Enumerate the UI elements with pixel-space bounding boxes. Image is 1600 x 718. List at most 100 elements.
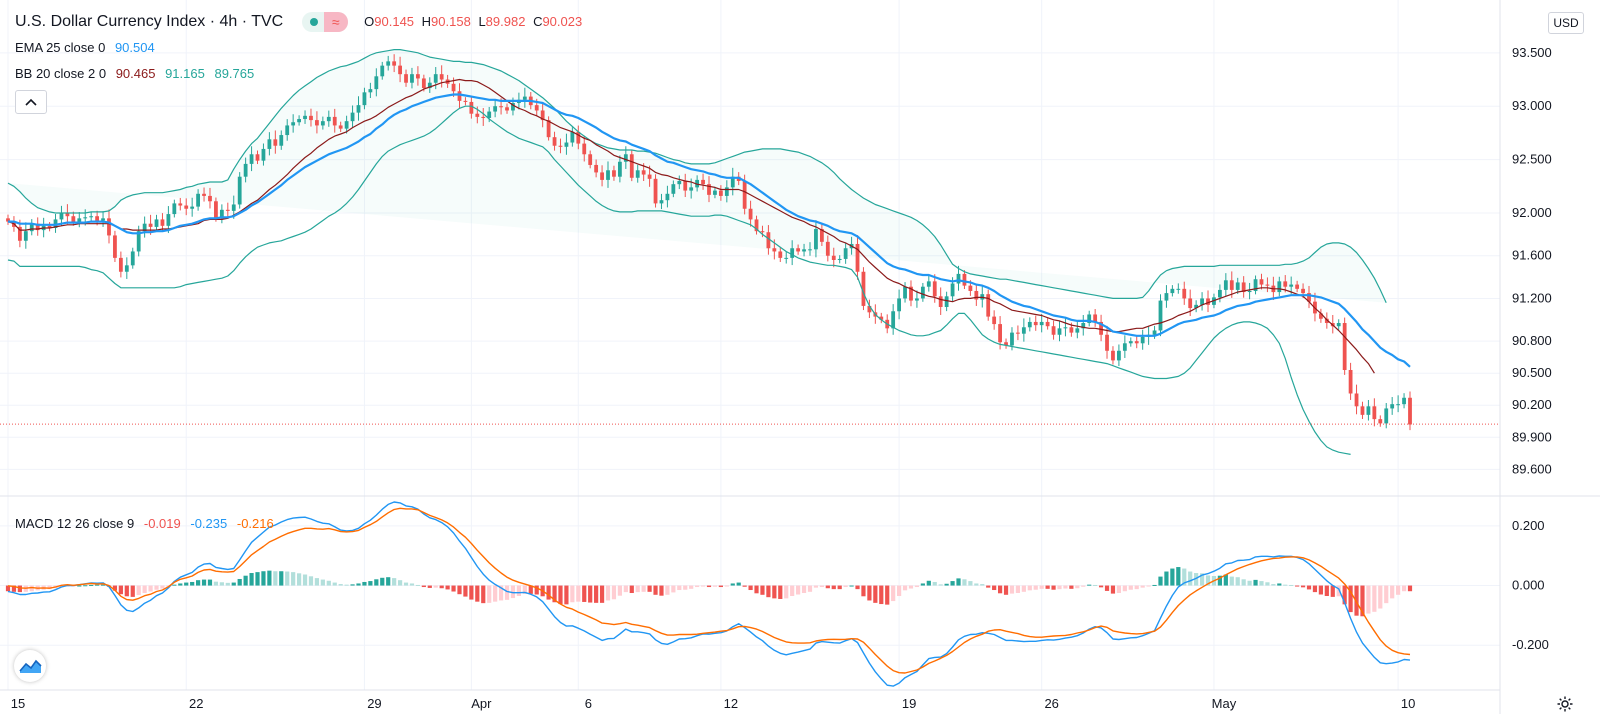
- macd-hist-bar: [255, 572, 260, 586]
- macd-hist-bar: [831, 585, 836, 590]
- macd-hist-bar: [136, 585, 141, 596]
- candle-body: [671, 184, 676, 194]
- macd-hist-bar: [974, 583, 979, 586]
- macd-hist-bar: [629, 585, 634, 594]
- candle-body: [285, 125, 290, 136]
- price-tick-label: 92.000: [1512, 205, 1552, 220]
- macd-hist-bar: [249, 573, 254, 586]
- macd-hist-bar: [677, 585, 682, 591]
- macd-hist-bar: [695, 585, 700, 588]
- macd-hist-bar: [623, 585, 628, 593]
- macd-hist-bar: [1015, 585, 1021, 594]
- macd-hist-bar: [29, 585, 34, 592]
- candle-body: [469, 101, 474, 114]
- candle-body: [1241, 282, 1246, 293]
- macd-hist-bar: [706, 585, 712, 588]
- time-tick-label: 22: [189, 696, 203, 711]
- tradingview-logo-icon[interactable]: [14, 650, 46, 682]
- candle-body: [796, 248, 801, 252]
- time-tick-label: 26: [1044, 696, 1058, 711]
- gear-icon[interactable]: [1556, 695, 1574, 713]
- ema-label[interactable]: EMA 25 close 0: [15, 40, 106, 55]
- candle-body: [1081, 323, 1086, 329]
- macd-hist-bar: [962, 579, 967, 586]
- market-status-pill[interactable]: ≈: [301, 12, 348, 32]
- time-tick-label: 29: [367, 696, 381, 711]
- macd-hist-bar: [1259, 581, 1264, 586]
- macd-hist-bar: [1401, 585, 1407, 592]
- candle-body: [124, 265, 129, 272]
- macd-hist-bar: [243, 575, 248, 586]
- candle-body: [101, 218, 105, 221]
- macd-hist-bar: [1057, 585, 1062, 590]
- macd-hist-bar: [261, 571, 266, 586]
- candle-body: [433, 74, 438, 83]
- macd-hist-bar: [534, 585, 539, 595]
- bb-label[interactable]: BB 20 close 2 0: [15, 66, 107, 81]
- macd-hist-bar: [1194, 573, 1199, 586]
- candle-body: [1010, 332, 1014, 346]
- candle-body: [944, 296, 949, 307]
- candle-body: [59, 213, 64, 220]
- macd-hist-bar: [100, 584, 106, 586]
- macd-hist-bar: [332, 582, 337, 586]
- candle-body: [1318, 313, 1323, 319]
- macd-hist-bar: [291, 572, 296, 586]
- candle-body: [1004, 342, 1008, 346]
- candle-body: [903, 286, 907, 299]
- macd-hist-bar: [1033, 585, 1038, 590]
- macd-hist-bar: [196, 580, 201, 586]
- macd-label[interactable]: MACD 12 26 close 9: [15, 516, 135, 531]
- candle-body: [315, 120, 319, 126]
- macd-hist-bar: [1098, 585, 1104, 588]
- macd-hist-bar: [754, 585, 759, 594]
- candle-body: [766, 232, 771, 249]
- candle-body: [107, 218, 111, 236]
- candle-body: [1170, 288, 1175, 294]
- candle-body: [148, 223, 153, 227]
- candle-body: [178, 203, 183, 206]
- macd-hist-bar: [724, 585, 729, 587]
- macd-hist-bar: [1104, 585, 1110, 591]
- candle-body: [398, 65, 402, 75]
- macd-hist-bar: [190, 581, 195, 586]
- collapse-legend-button[interactable]: [15, 90, 47, 114]
- candle-body: [861, 271, 866, 306]
- macd-hist-bar: [1051, 585, 1056, 590]
- macd-hist-bar: [380, 577, 385, 586]
- time-tick-label: 15: [11, 696, 25, 711]
- candle-body: [356, 105, 361, 113]
- macd-hist-bar: [207, 579, 213, 586]
- candle-body: [487, 111, 492, 118]
- candle-body: [808, 249, 812, 251]
- macd-hist-bar: [897, 585, 902, 596]
- candle-body: [237, 176, 242, 205]
- candle-body: [683, 180, 688, 191]
- candle-body: [303, 115, 307, 120]
- macd-hist-bar: [112, 585, 118, 591]
- macd-hist-bar: [700, 585, 706, 587]
- candle-body: [707, 184, 711, 195]
- currency-button[interactable]: USD: [1548, 12, 1584, 34]
- macd-hist-bar: [47, 585, 52, 590]
- candle-body: [338, 125, 343, 129]
- candle-body: [1277, 281, 1282, 293]
- candle-body: [724, 187, 729, 196]
- candle-body: [1051, 326, 1056, 335]
- candle-body: [748, 208, 753, 220]
- macd-hist-bar: [546, 585, 551, 600]
- macd-hist-bar: [124, 585, 129, 597]
- candle-body: [825, 241, 830, 256]
- candle-body: [772, 248, 777, 252]
- macd-line: [7, 501, 1411, 687]
- candle-body: [118, 257, 123, 272]
- macd-hist-bar: [1265, 582, 1270, 586]
- candle-body: [1164, 293, 1169, 301]
- symbol-title[interactable]: U.S. Dollar Currency Index · 4h · TVC: [15, 13, 284, 31]
- price-tick-label: 91.200: [1512, 290, 1552, 305]
- macd-hist-bar: [397, 580, 403, 586]
- candle-body: [879, 316, 884, 320]
- macd-hist-bar: [1205, 575, 1211, 586]
- candle-body: [332, 116, 337, 126]
